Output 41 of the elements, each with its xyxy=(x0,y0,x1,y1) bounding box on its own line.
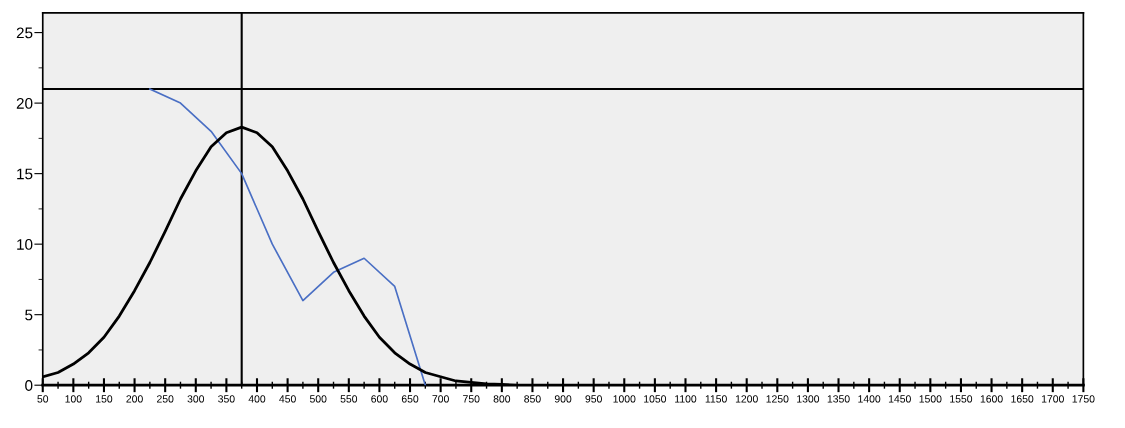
y-tick-label: 5 xyxy=(25,309,33,321)
x-tick-label: 900 xyxy=(554,395,572,403)
x-tick-label: 1150 xyxy=(705,395,727,403)
x-tick-label: 800 xyxy=(493,395,511,403)
x-tick-label: 1000 xyxy=(613,395,636,403)
x-tick-label: 1550 xyxy=(950,395,973,403)
x-tick-label: 200 xyxy=(126,395,143,403)
x-tick-label: 1100 xyxy=(675,395,697,403)
x-tick-label: 550 xyxy=(340,395,358,403)
x-tick-label: 50 xyxy=(37,395,49,403)
x-tick-label: 1200 xyxy=(735,395,758,403)
x-tick-label: 350 xyxy=(218,395,235,403)
x-tick-label: 450 xyxy=(279,395,296,403)
x-tick-label: 1400 xyxy=(858,395,881,403)
x-tick-label: 1250 xyxy=(766,395,789,403)
y-tick-label: 25 xyxy=(16,27,33,39)
x-tick-label: 100 xyxy=(65,395,82,403)
x-tick-label: 1600 xyxy=(980,395,1003,403)
x-tick-label: 850 xyxy=(524,395,541,403)
x-tick-label: 750 xyxy=(463,395,480,403)
x-tick-label: 1700 xyxy=(1041,395,1064,403)
x-tick-label: 400 xyxy=(248,395,266,403)
y-tick-label: 10 xyxy=(17,239,33,250)
y-tick-label: 15 xyxy=(17,168,33,180)
x-tick-label: 1350 xyxy=(827,395,850,403)
x-tick-label: 1450 xyxy=(888,395,911,403)
x-tick-label: 650 xyxy=(401,395,419,403)
x-tick-label: 500 xyxy=(309,395,327,403)
x-tick-label: 250 xyxy=(157,395,174,403)
x-tick-label: 1500 xyxy=(919,395,942,403)
x-tick-label: 1750 xyxy=(1072,395,1095,403)
x-tick-label: 1650 xyxy=(1011,395,1034,403)
x-tick-label: 300 xyxy=(187,395,205,403)
x-tick-label: 700 xyxy=(432,395,449,403)
x-tick-label: 1050 xyxy=(644,395,667,403)
y-tick-label: 20 xyxy=(16,97,33,109)
x-tick-label: 600 xyxy=(371,395,388,403)
y-tick-label: 0 xyxy=(25,380,33,391)
x-tick-label: 950 xyxy=(585,395,602,403)
x-tick-label: 150 xyxy=(96,395,113,403)
x-tick-label: 1300 xyxy=(797,395,820,403)
